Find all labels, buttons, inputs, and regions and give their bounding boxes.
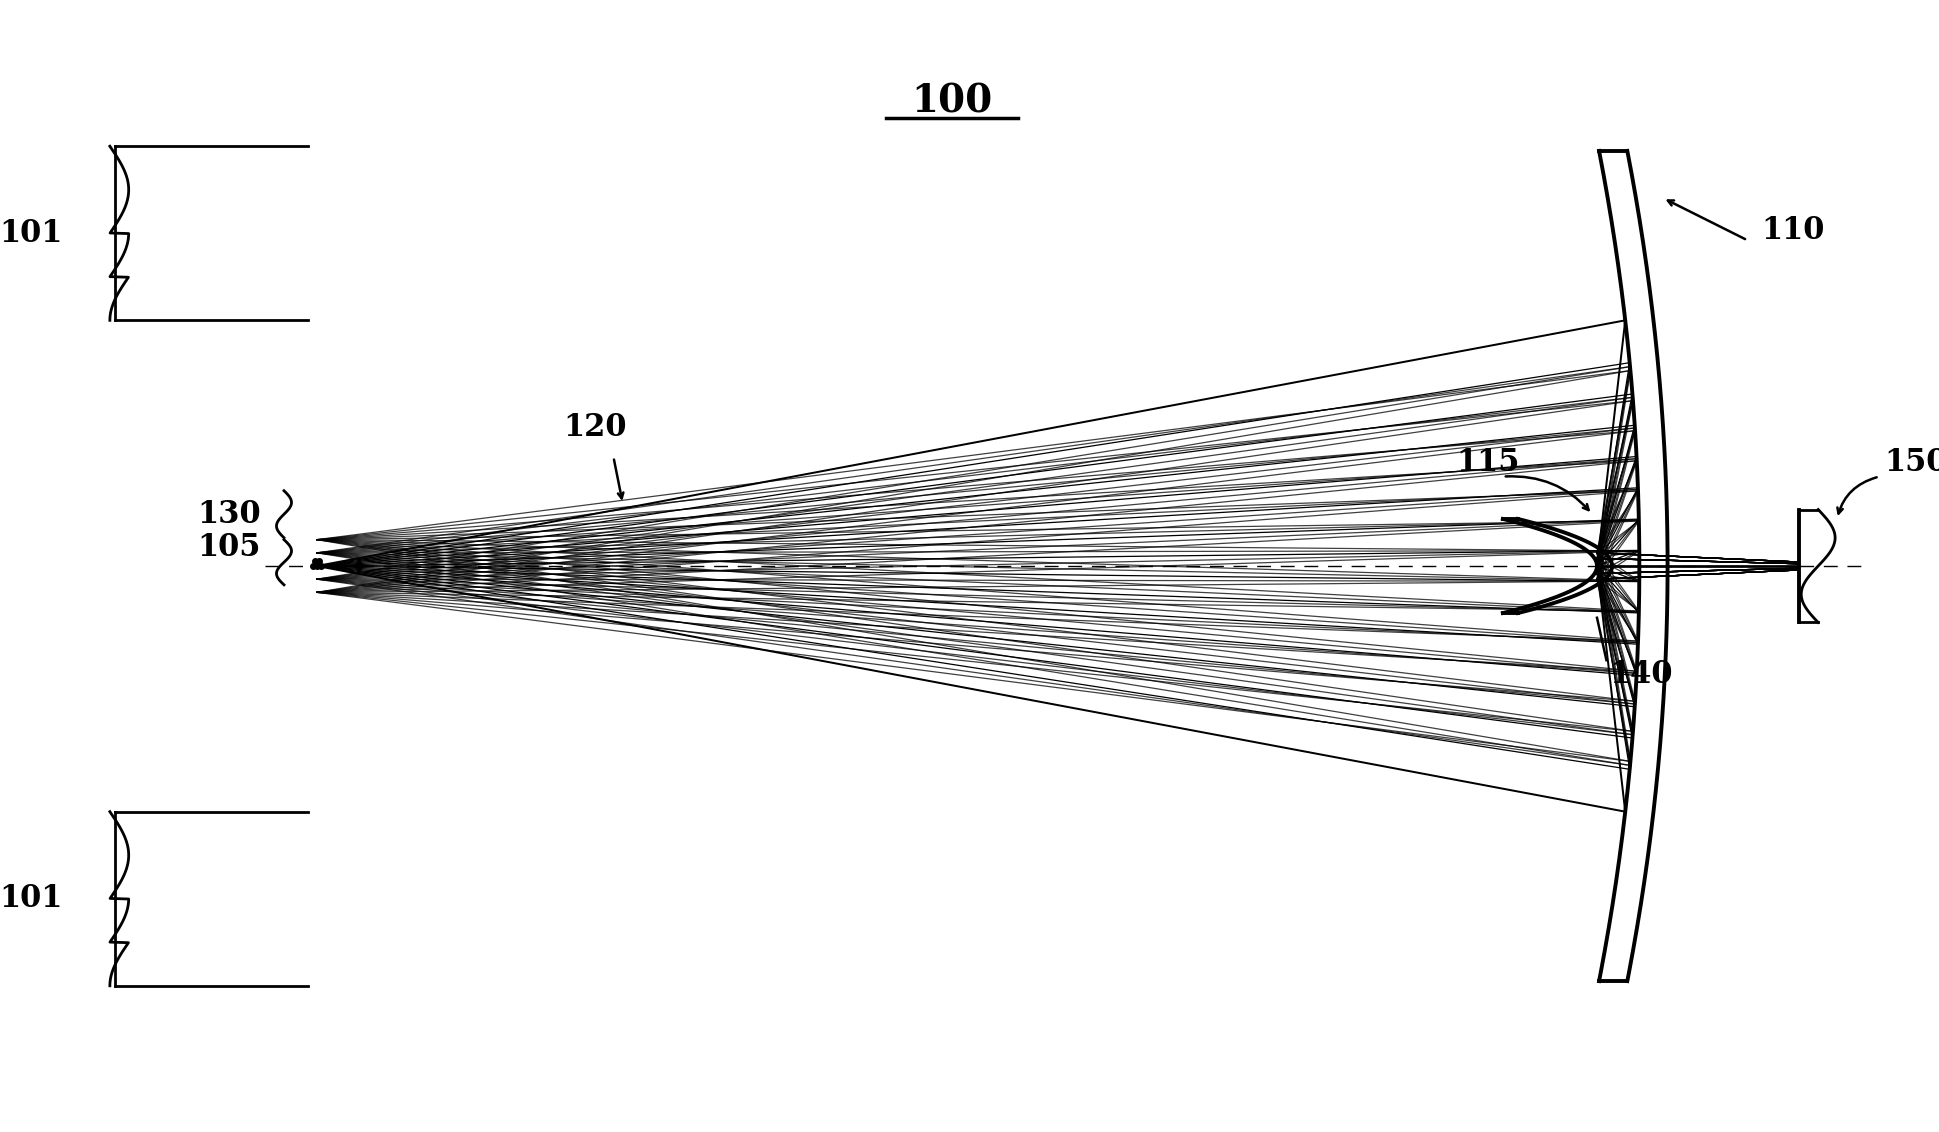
Text: 101: 101 [0,883,62,915]
Text: 110: 110 [1763,215,1825,247]
Text: 150: 150 [1885,447,1939,478]
Text: 101: 101 [0,217,62,249]
Text: 115: 115 [1456,447,1518,478]
Text: 130: 130 [198,499,260,530]
Text: 105: 105 [198,532,260,563]
Text: 140: 140 [1609,659,1673,689]
Text: 120: 120 [562,412,626,443]
Text: 100: 100 [911,83,993,120]
